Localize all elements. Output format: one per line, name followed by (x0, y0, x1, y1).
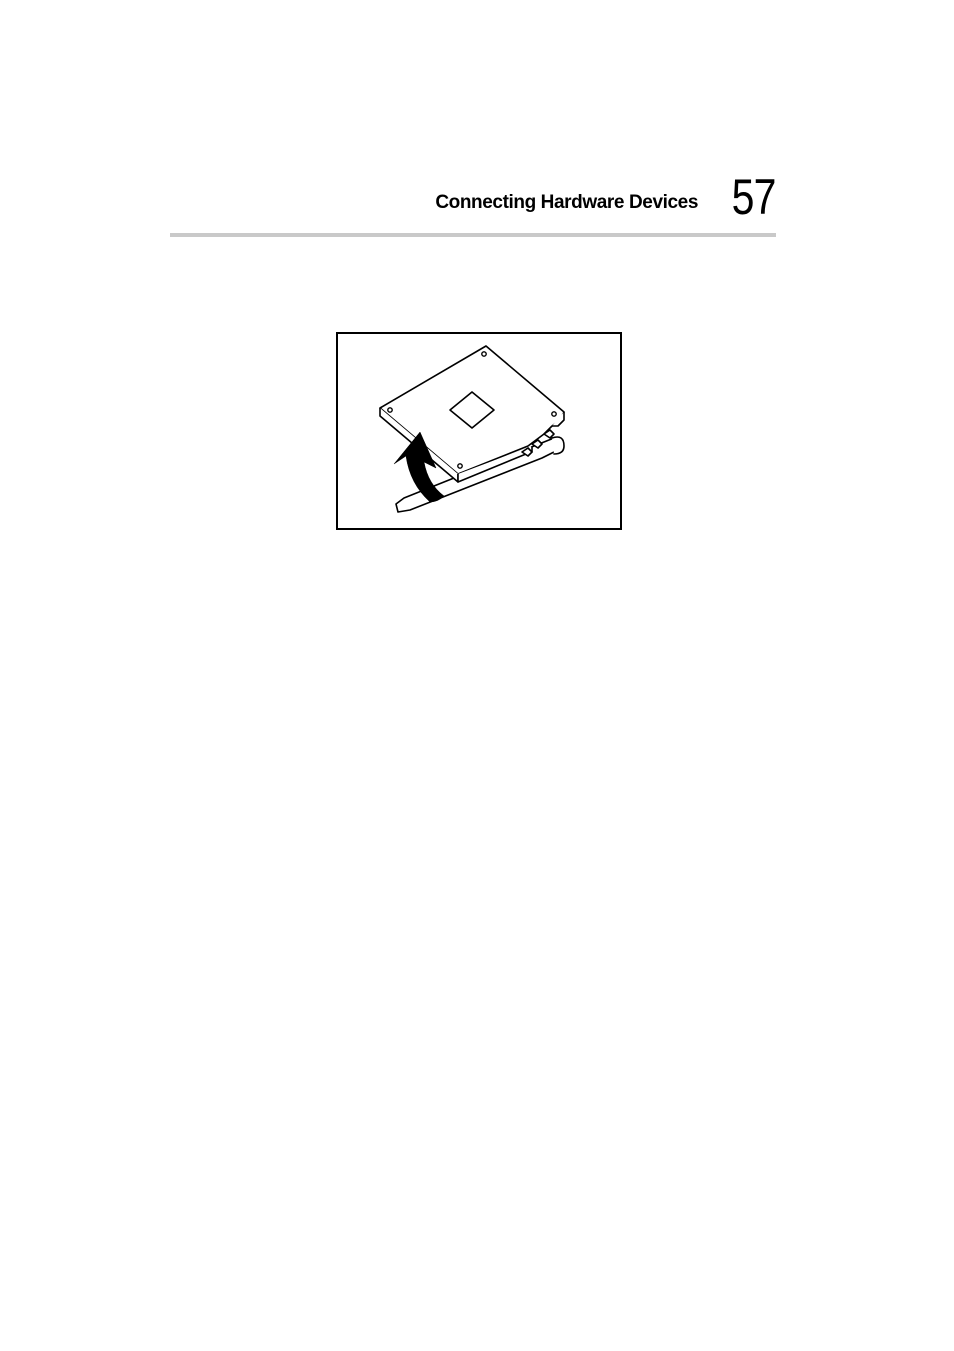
section-title: Connecting Hardware Devices (435, 192, 698, 214)
header-rule (170, 233, 776, 237)
page-number: 57 (732, 168, 776, 226)
document-page: Connecting Hardware Devices 57 (0, 0, 954, 1351)
hardware-figure (336, 332, 622, 530)
module-diagram-icon (338, 334, 620, 528)
page-header: Connecting Hardware Devices 57 (170, 178, 776, 238)
